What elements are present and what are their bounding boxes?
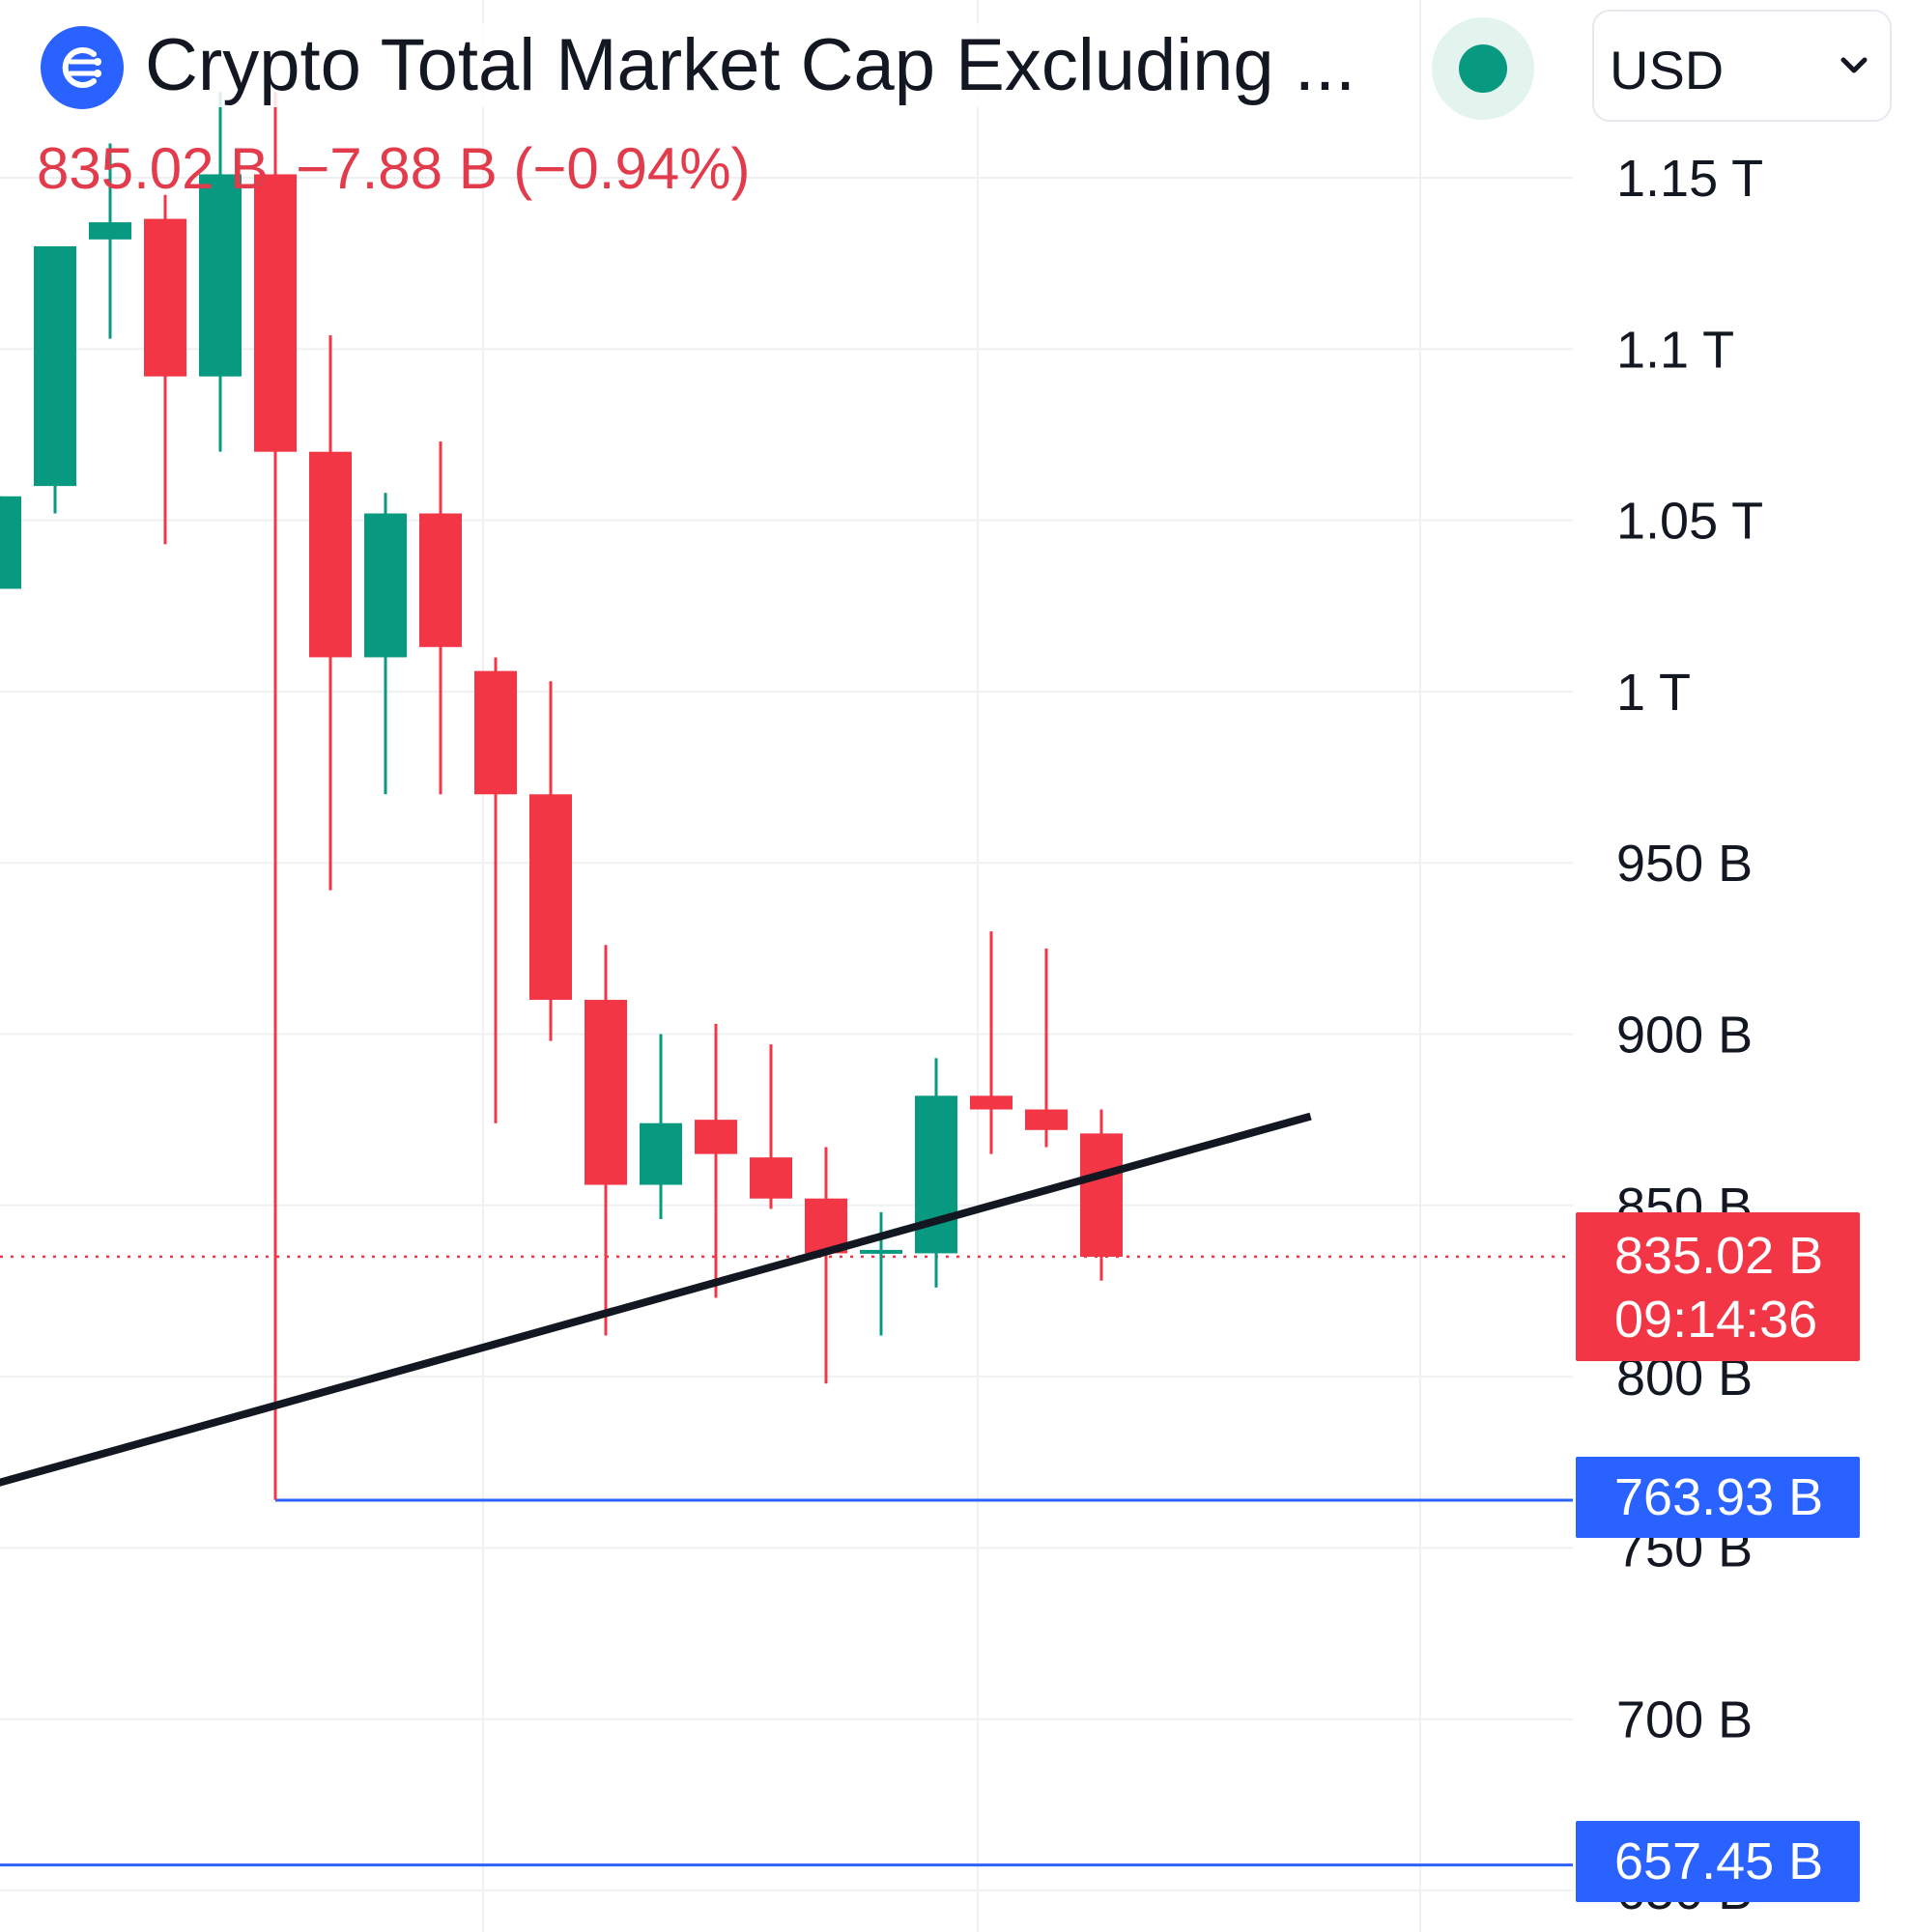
candle	[805, 1147, 847, 1384]
currency-select[interactable]: USD	[1592, 10, 1892, 122]
level-tag-2: 657.45 B	[1576, 1821, 1860, 1902]
candle	[695, 1023, 737, 1298]
symbol-title[interactable]: Crypto Total Market Cap Excluding ...	[145, 23, 1370, 107]
y-tick-label: 1.1 T	[1616, 321, 1734, 379]
candle-body	[0, 496, 21, 589]
candle	[474, 657, 517, 1123]
candle-body	[34, 245, 76, 487]
candle	[309, 335, 352, 891]
candle-body	[364, 513, 407, 658]
candle	[915, 1058, 957, 1288]
y-tick-label: 1 T	[1616, 664, 1691, 722]
candle	[750, 1044, 792, 1209]
y-tick-label: 1.05 T	[1616, 493, 1763, 551]
last-price-tag: 835.02 B 09:14:36	[1576, 1212, 1860, 1361]
candle	[419, 441, 462, 795]
candle-body	[640, 1122, 682, 1185]
logo-glyph-icon	[62, 47, 101, 88]
candle	[144, 194, 186, 545]
candle	[529, 681, 572, 1041]
candle-body	[89, 222, 131, 240]
y-tick-label: 700 B	[1616, 1691, 1753, 1749]
current-price: 835.02 B	[37, 136, 270, 201]
currency-label: USD	[1610, 40, 1725, 100]
price-change: −7.88 B (−0.94%)	[296, 136, 751, 201]
support-trendline	[0, 1112, 1312, 1487]
candle-body	[915, 1095, 957, 1254]
candle-body	[860, 1249, 902, 1254]
candles	[0, 92, 1123, 1500]
horizontal-levels	[0, 1255, 1573, 1867]
level-tag-1: 763.93 B	[1576, 1457, 1860, 1538]
candle-body	[529, 794, 572, 1001]
candle-body	[254, 174, 297, 452]
y-tick-label: 900 B	[1616, 1007, 1753, 1065]
candle-body	[144, 218, 186, 377]
candle-body	[199, 174, 242, 377]
candle-body	[695, 1120, 737, 1154]
candle	[364, 493, 407, 795]
candle-body	[585, 1000, 627, 1185]
candle-body	[1080, 1133, 1123, 1257]
candle-body	[419, 513, 462, 647]
symbol-logo-icon[interactable]	[41, 26, 124, 109]
bar-countdown: 09:14:36	[1614, 1291, 1818, 1349]
candle	[199, 92, 242, 452]
candle	[1025, 948, 1068, 1148]
candle	[0, 496, 21, 589]
chevron-down-icon	[1840, 57, 1868, 73]
candle-body	[309, 451, 352, 658]
y-tick-label: 950 B	[1616, 835, 1753, 893]
chart-header: Crypto Total Market Cap Excluding ... 83…	[0, 0, 1575, 232]
candle-body	[474, 670, 517, 795]
candle	[640, 1034, 682, 1219]
price-quote: 835.02 B −7.88 B (−0.94%)	[37, 135, 751, 202]
candle	[585, 945, 627, 1336]
candle-body	[750, 1157, 792, 1199]
candle	[34, 245, 76, 514]
candle	[254, 92, 297, 1500]
y-tick-label: 1.15 T	[1616, 150, 1763, 208]
last-price-value: 835.02 B	[1614, 1227, 1824, 1285]
candle	[970, 931, 1013, 1154]
candle-body	[1025, 1109, 1068, 1130]
live-dot	[1459, 44, 1507, 93]
live-status-icon	[1432, 17, 1534, 120]
candle	[1080, 1109, 1123, 1281]
trendline	[0, 1112, 1312, 1487]
candle-body	[970, 1095, 1013, 1110]
candle	[89, 143, 131, 339]
